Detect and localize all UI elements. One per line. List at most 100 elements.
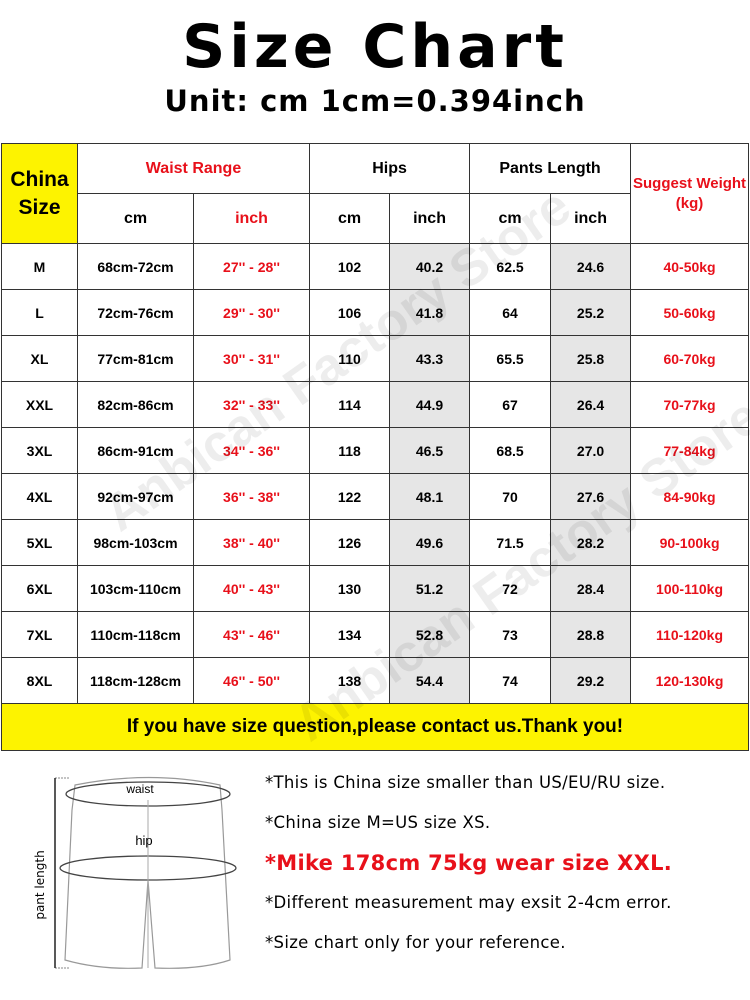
note-item: *China size M=US size XS. <box>265 813 491 832</box>
table-row: 5XL 98cm-103cm 38'' - 40'' 126 49.6 71.5 28.2 9… <box>1 519 750 566</box>
cell-waist-cm: 98cm-103cm <box>77 519 194 566</box>
cell-waist-cm: 82cm-86cm <box>77 381 194 428</box>
waist-label: waist <box>125 782 154 796</box>
subheader-length-cm: cm <box>469 193 552 244</box>
cell-hips-cm: 126 <box>309 519 391 566</box>
cell-suggest-weight: 84-90kg <box>630 473 750 520</box>
cell-size: 5XL <box>1 519 78 566</box>
cell-length-cm: 68.5 <box>469 427 552 474</box>
cell-size: L <box>1 289 78 336</box>
cell-waist-inch: 40'' - 43'' <box>192 565 311 612</box>
note-item-highlight: *Mike 178cm 75kg wear size XXL. <box>265 851 673 875</box>
subheader-hips-cm: cm <box>309 193 391 244</box>
cell-waist-inch: 43'' - 46'' <box>192 611 311 658</box>
cell-hips-inch: 54.4 <box>389 657 471 704</box>
cell-waist-cm: 86cm-91cm <box>77 427 194 474</box>
header-pants-length: Pants Length <box>469 143 632 194</box>
cell-size: 6XL <box>1 565 78 612</box>
cell-hips-inch: 51.2 <box>389 565 471 612</box>
cell-suggest-weight: 40-50kg <box>630 243 750 290</box>
cell-length-inch: 26.4 <box>550 381 632 428</box>
cell-length-cm: 74 <box>469 657 552 704</box>
cell-length-inch: 25.8 <box>550 335 632 382</box>
cell-waist-inch: 29'' - 30'' <box>192 289 311 336</box>
cell-length-inch: 27.6 <box>550 473 632 520</box>
table-row: 8XL 118cm-128cm 46'' - 50'' 138 54.4 74 29.2 12… <box>1 657 750 704</box>
cell-suggest-weight: 120-130kg <box>630 657 750 704</box>
cell-length-cm: 73 <box>469 611 552 658</box>
note-item: *Size chart only for your reference. <box>265 933 566 952</box>
cell-hips-cm: 114 <box>309 381 391 428</box>
cell-waist-cm: 118cm-128cm <box>77 657 194 704</box>
cell-suggest-weight: 110-120kg <box>630 611 750 658</box>
cell-length-cm: 62.5 <box>469 243 552 290</box>
cell-hips-inch: 44.9 <box>389 381 471 428</box>
cell-length-inch: 28.8 <box>550 611 632 658</box>
cell-waist-cm: 103cm-110cm <box>77 565 194 612</box>
cell-length-cm: 65.5 <box>469 335 552 382</box>
cell-size: 8XL <box>1 657 78 704</box>
cell-suggest-weight: 90-100kg <box>630 519 750 566</box>
header-waist-range: Waist Range <box>76 143 311 194</box>
cell-hips-cm: 102 <box>309 243 391 290</box>
cell-length-inch: 24.6 <box>550 243 632 290</box>
pants-diagram: waist hip pant length <box>33 776 237 969</box>
cell-length-cm: 70 <box>469 473 552 520</box>
cell-length-inch: 25.2 <box>550 289 632 336</box>
cell-hips-cm: 122 <box>309 473 391 520</box>
cell-hips-cm: 118 <box>309 427 391 474</box>
cell-length-inch: 27.0 <box>550 427 632 474</box>
table-row: XL 77cm-81cm 30'' - 31'' 110 43.3 65.5 25.8 60-… <box>1 335 750 382</box>
cell-suggest-weight: 50-60kg <box>630 289 750 336</box>
unit-subtitle: Unit: cm 1cm=0.394inch <box>164 84 586 118</box>
cell-hips-cm: 134 <box>309 611 391 658</box>
subheader-waist-inch: inch <box>192 193 311 244</box>
cell-length-cm: 64 <box>469 289 552 336</box>
cell-hips-inch: 48.1 <box>389 473 471 520</box>
table-row: 7XL 110cm-118cm 43'' - 46'' 134 52.8 73 28.8 11… <box>1 611 750 658</box>
cell-hips-cm: 130 <box>309 565 391 612</box>
table-row: 3XL 86cm-91cm 34'' - 36'' 118 46.5 68.5 27.0 77… <box>1 427 750 474</box>
note-item: *Different measurement may exsit 2-4cm e… <box>265 893 672 912</box>
cell-hips-inch: 46.5 <box>389 427 471 474</box>
page-title: Size Chart <box>182 12 568 82</box>
hip-label: hip <box>135 833 152 848</box>
contact-footer: If you have size question,please contact… <box>0 703 750 751</box>
cell-waist-inch: 38'' - 40'' <box>192 519 311 566</box>
cell-hips-inch: 49.6 <box>389 519 471 566</box>
cell-waist-cm: 77cm-81cm <box>77 335 194 382</box>
cell-waist-inch: 32'' - 33'' <box>192 381 311 428</box>
table-row: M 68cm-72cm 27'' - 28'' 102 40.2 62.5 24.6 40-5… <box>1 243 750 290</box>
cell-waist-cm: 92cm-97cm <box>77 473 194 520</box>
cell-hips-cm: 138 <box>309 657 391 704</box>
cell-waist-cm: 68cm-72cm <box>77 243 194 290</box>
cell-suggest-weight: 100-110kg <box>630 565 750 612</box>
cell-hips-inch: 43.3 <box>389 335 471 382</box>
size-table: China Size Waist Range Hips Pants Length… <box>0 143 750 751</box>
cell-length-inch: 28.4 <box>550 565 632 612</box>
cell-hips-inch: 41.8 <box>389 289 471 336</box>
table-row: 6XL 103cm-110cm 40'' - 43'' 130 51.2 72 28.4 10… <box>1 565 750 612</box>
cell-size: M <box>1 243 78 290</box>
cell-waist-inch: 46'' - 50'' <box>192 657 311 704</box>
table-row: 4XL 92cm-97cm 36'' - 38'' 122 48.1 70 27.6 84-9… <box>1 473 750 520</box>
header-suggest-weight: Suggest Weight (kg) <box>630 143 750 244</box>
cell-suggest-weight: 70-77kg <box>630 381 750 428</box>
cell-length-cm: 67 <box>469 381 552 428</box>
cell-hips-inch: 40.2 <box>389 243 471 290</box>
cell-hips-cm: 106 <box>309 289 391 336</box>
cell-waist-cm: 72cm-76cm <box>77 289 194 336</box>
header-china-size: China Size <box>1 143 78 244</box>
cell-length-inch: 28.2 <box>550 519 632 566</box>
cell-waist-inch: 34'' - 36'' <box>192 427 311 474</box>
cell-length-cm: 72 <box>469 565 552 612</box>
cell-waist-inch: 36'' - 38'' <box>192 473 311 520</box>
subheader-waist-cm: cm <box>77 193 194 244</box>
cell-size: 7XL <box>1 611 78 658</box>
cell-length-cm: 71.5 <box>469 519 552 566</box>
cell-waist-inch: 30'' - 31'' <box>192 335 311 382</box>
cell-suggest-weight: 77-84kg <box>630 427 750 474</box>
cell-size: 3XL <box>1 427 78 474</box>
cell-waist-cm: 110cm-118cm <box>77 611 194 658</box>
cell-length-inch: 29.2 <box>550 657 632 704</box>
